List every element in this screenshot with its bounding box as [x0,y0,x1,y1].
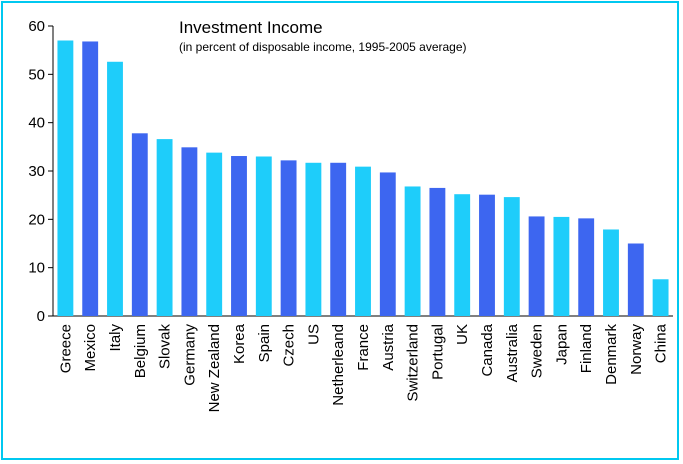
x-tick-label: Finland [578,324,595,373]
bar-spain [255,156,272,316]
y-tick-label: 0 [37,308,45,325]
x-tick-label: Norway [628,324,645,375]
bar-canada [479,194,495,316]
bar-belgium [131,133,148,316]
bar-sweden [528,216,545,316]
bar-norway [627,243,644,316]
bar-new-zealand [206,152,223,316]
x-tick-label: Switzerland [405,324,422,402]
x-tick-label: New Zealand [206,324,223,412]
x-tick-label: Portugal [429,324,446,380]
x-tick-label: Slovak [157,324,174,370]
x-tick-label: Greece [57,324,74,373]
x-tick-label: Italy [107,324,124,352]
x-tick-label: France [355,324,372,371]
bar-denmark [603,229,619,316]
bar-slovak [156,139,173,316]
chart-title: Investment Income [179,18,323,37]
bar-portugal [429,187,446,316]
bar-czech [280,160,297,316]
x-tick-label: Sweden [529,324,546,378]
bar-switzerland [404,186,421,316]
y-tick-label: 50 [28,66,45,83]
bar-mexico [82,41,99,316]
x-tick-label: Mexico [82,324,99,372]
x-tick-label: Austria [380,323,397,370]
bar-us [305,162,322,316]
x-tick-label: Belgium [132,324,149,378]
bar-korea [231,156,247,316]
y-tick-label: 60 [28,18,45,35]
bar-japan [553,216,570,316]
x-tick-label: Spain [256,324,273,362]
bar-australia [503,197,520,316]
x-tick-label: Korea [231,323,248,364]
x-tick-label: China [653,323,670,363]
bar-china [652,279,669,316]
x-tick-label: Germany [181,324,198,386]
y-tick-label: 40 [28,115,45,132]
x-tick-label: Canada [479,323,496,376]
x-tick-label: Australia [504,323,521,382]
bar-chart: 0 10 20 30 40 50 60 Greece Mexico Italy Belgium Sl… [28,18,673,412]
y-tick-label: 30 [28,163,45,180]
bar-uk [454,194,471,316]
bar-finland [578,218,595,316]
bar-france [355,166,371,316]
bar-italy [107,61,123,316]
x-tick-label: UK [454,324,471,345]
bar-germany [181,147,198,316]
y-tick-label: 10 [28,260,45,277]
x-tick-label: US [305,324,322,345]
x-tick-label: Japan [553,324,570,365]
x-tick-label: Denmark [603,324,620,385]
chart-subtitle: (in percent of disposable income, 1995-2… [179,40,467,54]
x-tick-label: Czech [281,324,298,367]
bar-greece [57,40,74,316]
y-tick-label: 20 [28,211,45,228]
bar-austria [379,172,396,316]
x-tick-label: Netherleand [330,324,347,406]
bar-netherleand [330,162,347,316]
